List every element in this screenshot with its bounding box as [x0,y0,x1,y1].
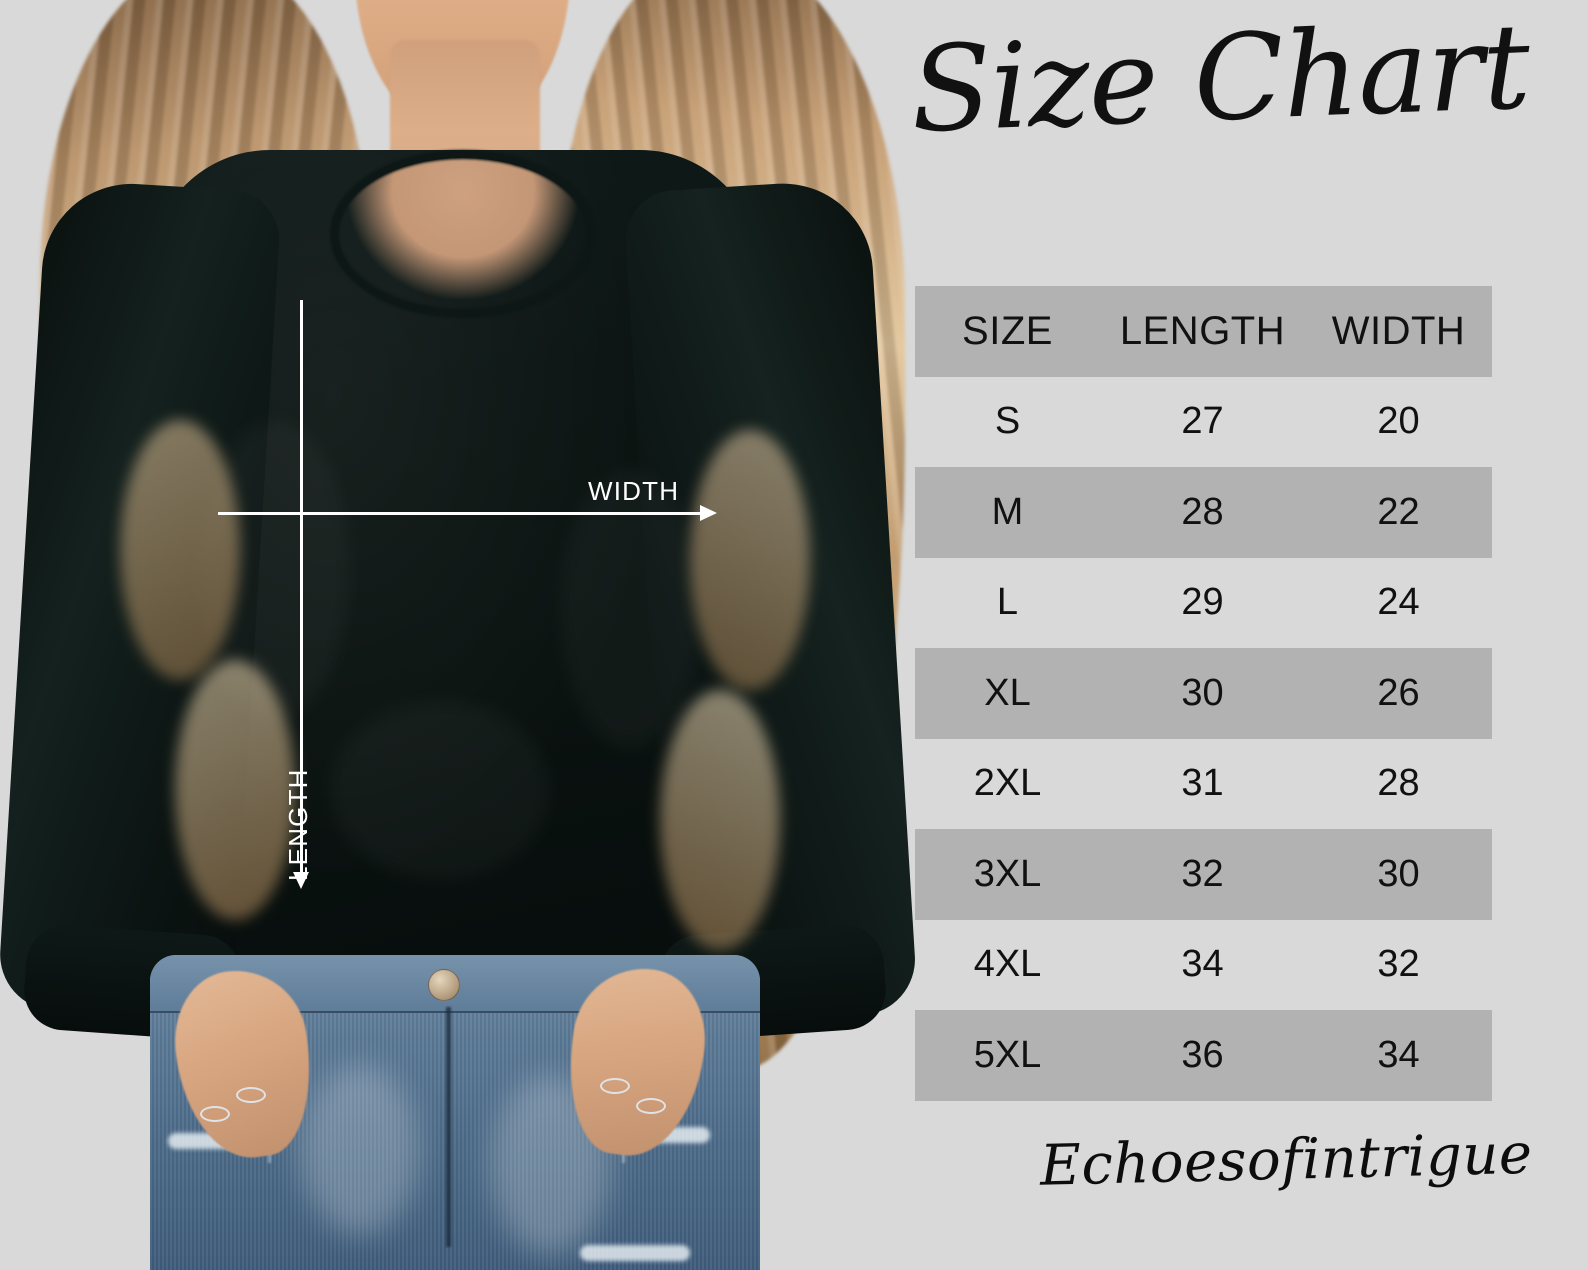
cell-size: 4XL [973,943,1042,986]
table-row: XL 30 26 [915,648,1492,739]
cell-width: 32 [1377,943,1420,986]
jeans-fly-seam [446,1007,451,1247]
cell-size: M [991,490,1024,533]
hair-wave [690,430,810,690]
cell-size: 2XL [973,762,1042,805]
cell-width: 26 [1377,671,1420,714]
size-chart-panel: Size Chart SIZE LENGTH WIDTH S 27 20 M 2… [900,0,1588,1270]
cell-width: 34 [1377,1033,1420,1076]
cell-width: 22 [1377,490,1420,533]
fabric-fold [330,700,550,880]
hair-wave [660,690,780,950]
table-row: 4XL 34 32 [915,920,1492,1011]
jeans-button [428,969,460,1001]
cell-length: 36 [1181,1033,1224,1076]
ring [636,1098,666,1114]
cell-size: XL [984,671,1031,714]
page-title: Size Chart [908,0,1532,159]
cell-length: 31 [1181,762,1224,805]
cell-width: 30 [1377,852,1420,895]
column-header-size: SIZE [962,308,1053,353]
fabric-fold [560,470,700,750]
table-row: 5XL 36 34 [915,1010,1492,1101]
cell-length: 34 [1181,943,1224,986]
cell-size: 5XL [973,1033,1042,1076]
ring [600,1078,630,1094]
brand-signature: Echoesofintrigue [1039,1121,1534,1199]
cell-width: 20 [1377,400,1420,443]
cell-length: 30 [1181,671,1224,714]
size-table: SIZE LENGTH WIDTH S 27 20 M 28 22 L 29 2… [915,286,1492,1101]
cell-length: 32 [1181,852,1224,895]
denim-fade [300,1065,420,1235]
cell-length: 27 [1181,400,1224,443]
column-header-width: WIDTH [1331,308,1466,353]
denim-rip [580,1245,690,1261]
table-row: 2XL 31 28 [915,739,1492,830]
column-header-length: LENGTH [1119,308,1286,353]
cell-size: L [996,581,1019,624]
collar-ribbing [330,150,596,318]
product-photo: WIDTH LENGTH [0,0,920,1270]
table-header-row: SIZE LENGTH WIDTH [915,286,1492,377]
cell-width: 24 [1377,581,1420,624]
hair-wave [120,420,240,680]
table-row: 3XL 32 30 [915,829,1492,920]
cell-length: 29 [1181,581,1224,624]
ring [200,1106,230,1122]
table-row: S 27 20 [915,377,1492,468]
table-row: M 28 22 [915,467,1492,558]
ring [236,1087,266,1103]
cell-length: 28 [1181,490,1224,533]
table-row: L 29 24 [915,558,1492,649]
hair-wave [175,660,295,920]
cell-width: 28 [1377,762,1420,805]
cell-size: 3XL [973,852,1042,895]
cell-size: S [994,400,1021,443]
